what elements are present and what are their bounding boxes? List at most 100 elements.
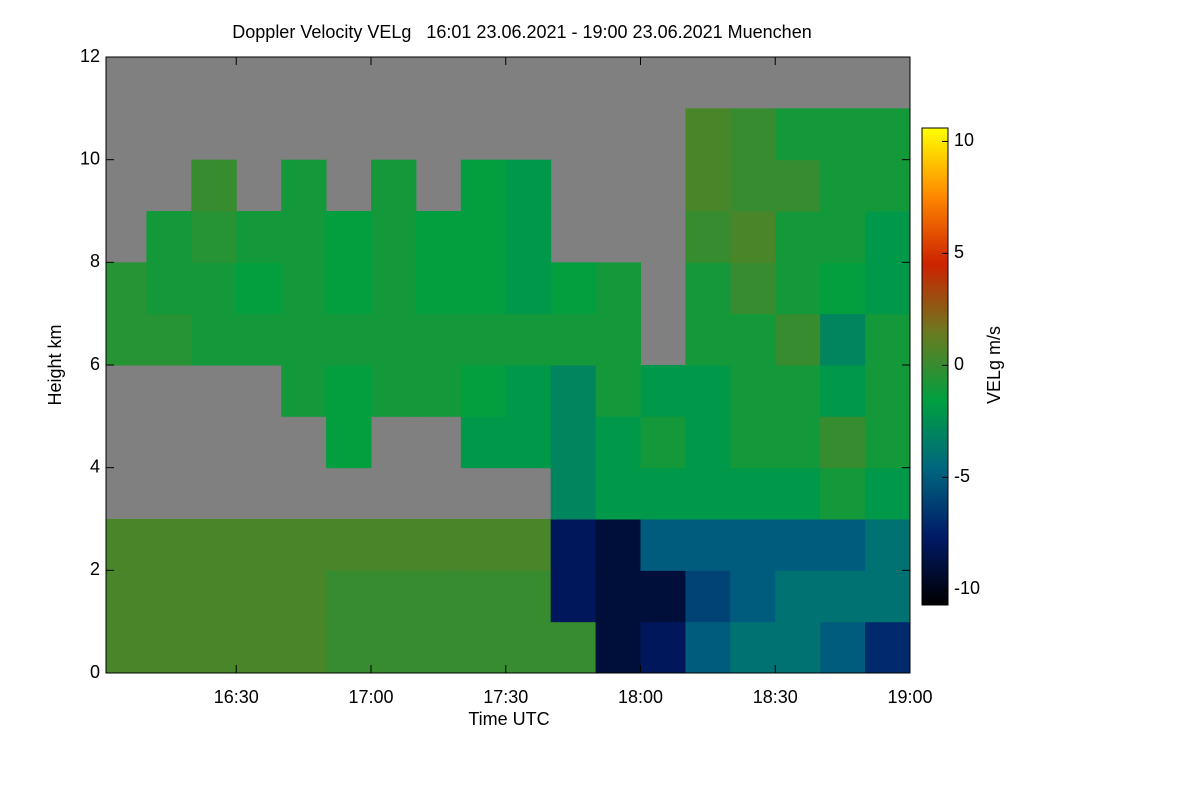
- heatmap-cell: [370, 365, 417, 417]
- heatmap-cell: [460, 621, 507, 674]
- heatmap-cell: [820, 159, 866, 212]
- heatmap-cell: [775, 519, 821, 571]
- heatmap-cell: [415, 570, 462, 623]
- heatmap-cell: [370, 519, 417, 571]
- heatmap-cell: [505, 519, 552, 571]
- x-tick-label: 18:00: [618, 687, 663, 707]
- heatmap-cell: [191, 211, 237, 263]
- heatmap-cell: [236, 262, 282, 315]
- heatmap-cell: [415, 262, 462, 315]
- y-tick-label: 10: [80, 148, 100, 168]
- heatmap-cell: [106, 519, 147, 571]
- heatmap-cell: [236, 570, 282, 623]
- heatmap-cell: [865, 262, 911, 315]
- heatmap-cell: [236, 313, 282, 366]
- heatmap-cell: [865, 570, 911, 623]
- heatmap-cell: [730, 365, 776, 417]
- heatmap-cell: [595, 570, 641, 623]
- heatmap-cell: [281, 570, 327, 623]
- heatmap-cell: [106, 262, 147, 315]
- heatmap-cell: [106, 621, 147, 674]
- colorbar: [921, 127, 949, 606]
- y-tick-label: 6: [90, 354, 100, 374]
- heatmap-cell: [505, 211, 552, 263]
- heatmap-cell: [730, 313, 776, 366]
- heatmap-cell: [550, 262, 597, 315]
- heatmap-cell: [281, 159, 327, 212]
- heatmap-cell: [370, 313, 417, 366]
- heatmap-cell: [460, 262, 507, 315]
- heatmap-cell: [236, 519, 282, 571]
- heatmap-cell: [640, 570, 686, 623]
- heatmap-cell: [550, 365, 597, 417]
- heatmap-cell: [326, 519, 372, 571]
- heatmap-cell: [730, 570, 776, 623]
- heatmap-cell: [640, 416, 686, 469]
- heatmap-cell: [505, 570, 552, 623]
- heatmap-cell: [595, 467, 641, 520]
- heatmap-cell: [865, 519, 911, 571]
- heatmap-cell: [550, 313, 597, 366]
- heatmap-cell: [820, 621, 866, 674]
- heatmap-cell: [191, 570, 237, 623]
- heatmap-cell: [550, 416, 597, 469]
- heatmap-cell: [415, 211, 462, 263]
- heatmap-cell: [326, 365, 372, 417]
- colorbar-tick-label: 10: [954, 130, 974, 150]
- heatmap-cell: [505, 416, 552, 469]
- heatmap-cell: [550, 570, 597, 623]
- heatmap-cell: [595, 621, 641, 674]
- heatmap-cell: [685, 621, 731, 674]
- heatmap-cell: [865, 211, 911, 263]
- heatmap-cell: [685, 313, 731, 366]
- heatmap-cell: [281, 621, 327, 674]
- chart-title: Doppler Velocity VELg 16:01 23.06.2021 -…: [232, 22, 811, 42]
- heatmap-cell: [191, 159, 237, 212]
- heatmap-cell: [865, 313, 911, 366]
- heatmap-cell: [820, 211, 866, 263]
- heatmap-cell: [370, 159, 417, 212]
- heatmap-cell: [775, 570, 821, 623]
- heatmap-cell: [775, 211, 821, 263]
- heatmap-cell: [595, 365, 641, 417]
- heatmap-cell: [595, 313, 641, 366]
- heatmap-cell: [730, 262, 776, 315]
- heatmap-cell: [775, 313, 821, 366]
- heatmap-cell: [281, 211, 327, 263]
- heatmap-cell: [460, 313, 507, 366]
- heatmap-cell: [775, 108, 821, 161]
- heatmap-cell: [820, 570, 866, 623]
- heatmap-cell: [865, 159, 911, 212]
- heatmap-cell: [730, 621, 776, 674]
- heatmap-cell: [730, 519, 776, 571]
- heatmap-cell: [820, 365, 866, 417]
- heatmap-cell: [370, 262, 417, 315]
- heatmap-cell: [820, 416, 866, 469]
- x-tick-label: 18:30: [753, 687, 798, 707]
- heatmap-cell: [191, 519, 237, 571]
- heatmap-cell: [550, 621, 597, 674]
- heatmap-cell: [685, 570, 731, 623]
- y-tick-label: 12: [80, 46, 100, 66]
- heatmap-cell: [326, 621, 372, 674]
- heatmap-cell: [730, 108, 776, 161]
- heatmap-cell: [865, 621, 911, 674]
- heatmap-cell: [106, 313, 147, 366]
- heatmap-cell: [685, 262, 731, 315]
- heatmap-cell: [595, 519, 641, 571]
- y-tick-label: 2: [90, 559, 100, 579]
- x-tick-label: 17:30: [483, 687, 528, 707]
- heatmap-cell: [191, 621, 237, 674]
- heatmap-cell: [775, 416, 821, 469]
- heatmap-cell: [865, 365, 911, 417]
- heatmap-cell: [865, 108, 911, 161]
- heatmap-cell: [415, 365, 462, 417]
- heatmap-cell: [146, 313, 192, 366]
- heatmap-cell: [550, 467, 597, 520]
- heatmap-cell: [236, 211, 282, 263]
- heatmap-cell: [460, 519, 507, 571]
- heatmap-cell: [370, 621, 417, 674]
- heatmap-cell: [460, 570, 507, 623]
- heatmap-cell: [865, 416, 911, 469]
